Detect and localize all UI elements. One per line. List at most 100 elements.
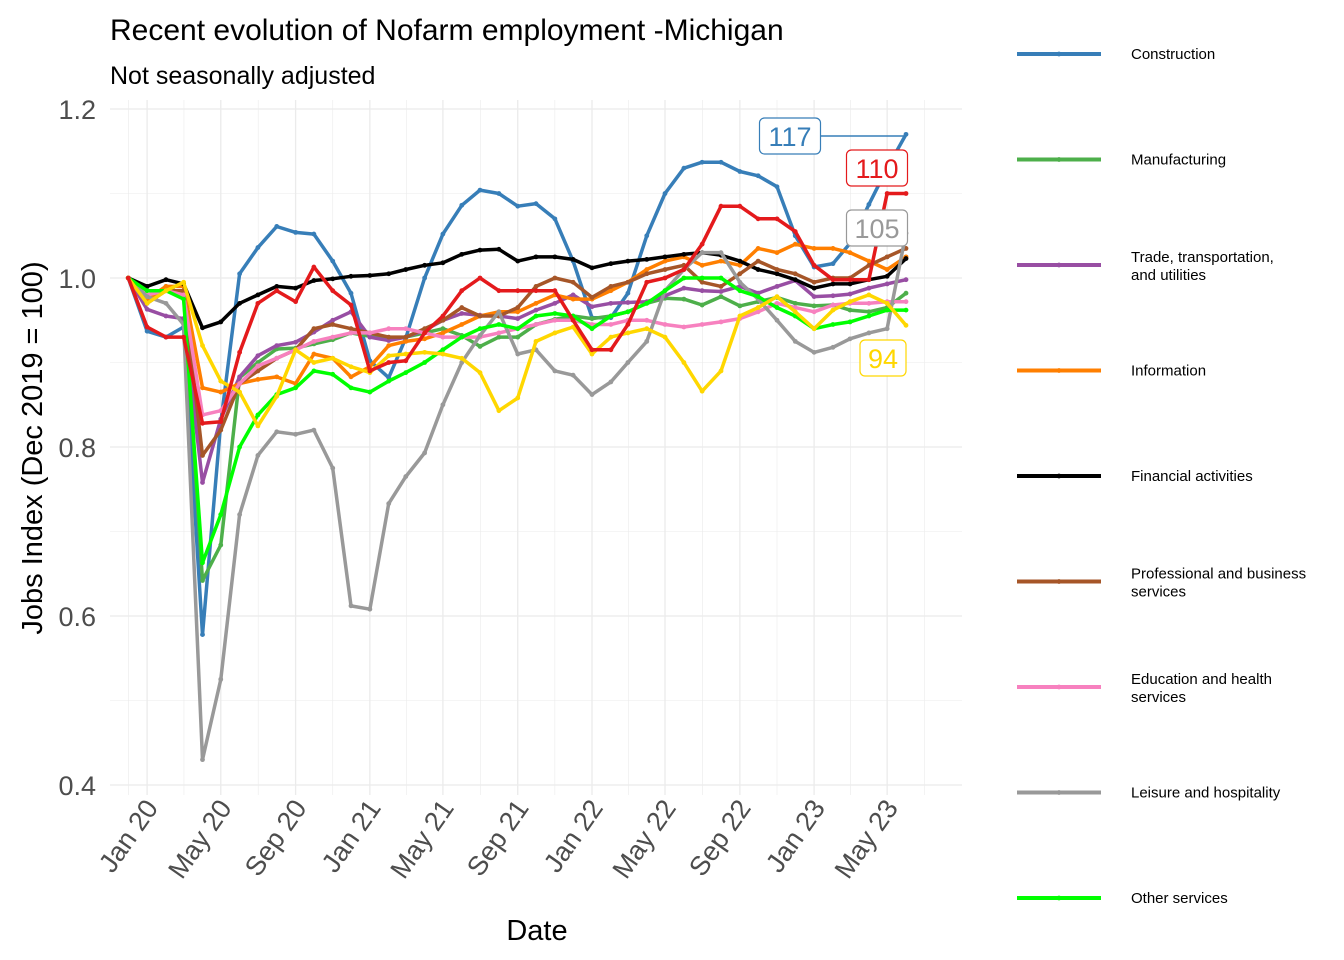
data-point — [662, 267, 668, 272]
data-point — [311, 351, 317, 357]
data-point — [293, 385, 299, 391]
legend-key-point — [1056, 157, 1062, 162]
data-point — [866, 330, 872, 336]
end-label-box — [845, 149, 909, 187]
data-point — [884, 191, 890, 196]
data-point — [200, 560, 205, 566]
data-point — [718, 289, 724, 294]
data-point — [884, 300, 890, 306]
data-point — [811, 279, 817, 285]
data-point — [274, 343, 280, 348]
data-point — [737, 271, 743, 277]
data-point — [625, 258, 631, 264]
data-point — [515, 203, 521, 209]
data-point — [144, 324, 150, 330]
data-point — [774, 184, 780, 190]
series-unnamed-9 — [125, 275, 909, 429]
data-point — [274, 224, 280, 229]
data-point — [570, 296, 576, 302]
data-point — [200, 385, 205, 391]
data-point — [311, 278, 317, 283]
data-point — [589, 304, 595, 310]
data-point — [200, 757, 205, 763]
data-point — [330, 322, 336, 327]
data-point — [311, 368, 317, 374]
end-label-box — [758, 117, 822, 155]
data-point — [200, 453, 205, 458]
data-point — [903, 277, 909, 283]
data-point — [496, 191, 502, 196]
data-point — [774, 294, 780, 299]
data-point — [477, 370, 483, 376]
data-point — [699, 302, 705, 308]
data-point — [644, 257, 650, 262]
data-point — [348, 374, 354, 380]
data-point — [386, 326, 392, 332]
data-point — [774, 267, 780, 272]
data-point — [774, 284, 780, 289]
data-point — [496, 408, 502, 414]
data-point — [255, 292, 261, 298]
data-point — [662, 275, 668, 281]
data-point — [774, 271, 780, 277]
data-point — [847, 299, 853, 305]
data-point — [403, 358, 409, 364]
data-point — [403, 326, 409, 332]
data-point — [755, 246, 761, 251]
legend-item: Other services — [1017, 890, 1228, 907]
data-point — [589, 347, 595, 353]
data-point — [737, 258, 743, 264]
data-point — [422, 349, 428, 355]
data-point — [718, 284, 724, 289]
data-point — [163, 313, 169, 319]
data-point — [866, 309, 872, 315]
chart-subtitle: Not seasonally adjusted — [110, 62, 375, 90]
data-point — [440, 260, 446, 266]
data-point — [386, 343, 392, 348]
data-point — [570, 257, 576, 262]
data-point — [163, 277, 169, 283]
data-point — [440, 231, 446, 237]
data-point — [608, 300, 614, 306]
data-point — [348, 290, 354, 296]
legend: Construction Manufacturing Trade, transpor… — [1017, 46, 1306, 907]
y-tick-label: 1.0 — [58, 264, 96, 294]
data-point — [811, 309, 817, 315]
data-point — [681, 324, 687, 330]
data-point — [811, 294, 817, 299]
data-point — [774, 300, 780, 306]
data-point — [681, 360, 687, 365]
data-point — [570, 324, 576, 330]
data-point — [403, 334, 409, 340]
data-point — [348, 326, 354, 332]
data-point — [737, 303, 743, 309]
data-point — [477, 326, 483, 332]
data-point — [625, 300, 631, 305]
data-point — [422, 450, 428, 456]
y-axis-title: Jobs Index (Dec 2019 = 100) — [17, 261, 49, 634]
data-point — [644, 300, 650, 306]
data-point — [218, 419, 224, 425]
legend-key-point — [1056, 579, 1062, 584]
data-point — [552, 330, 558, 336]
data-point — [477, 275, 483, 281]
data-point — [348, 603, 354, 609]
data-point — [237, 374, 243, 380]
data-point — [367, 273, 373, 278]
legend-label: Financial activities — [1131, 468, 1253, 485]
data-point — [533, 201, 539, 207]
data-point — [699, 388, 705, 394]
data-point — [200, 480, 205, 485]
data-point — [589, 322, 595, 327]
data-point — [589, 265, 595, 271]
legend-label: Professional and business services — [1131, 566, 1306, 601]
data-point — [608, 261, 614, 267]
data-point — [200, 325, 205, 331]
data-point — [163, 334, 169, 340]
data-point — [459, 202, 465, 208]
data-point — [533, 284, 539, 289]
data-point — [367, 368, 373, 374]
legend-item: Financial activities — [1017, 468, 1253, 485]
data-point — [625, 322, 631, 327]
data-point — [552, 288, 558, 294]
